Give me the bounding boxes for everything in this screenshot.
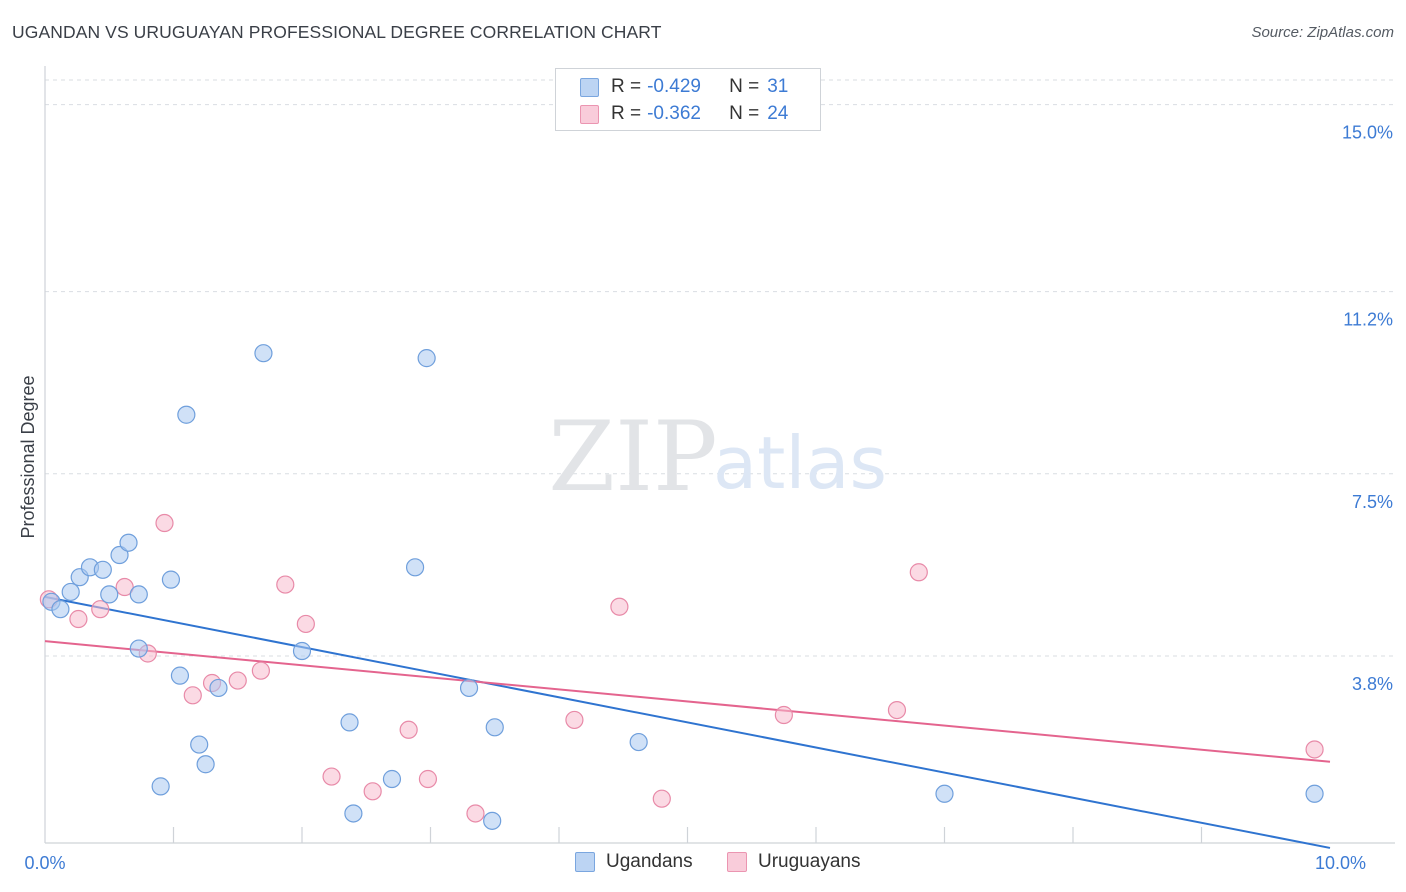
uruguayan-point: [774, 705, 793, 725]
legend-r-value: -0.429: [647, 76, 701, 97]
y-tick-label: 11.2%: [1343, 310, 1393, 330]
ugandan-point: [170, 666, 190, 685]
uruguayan-point: [155, 513, 174, 533]
ugandan-point: [254, 344, 273, 363]
ugandan-point: [209, 678, 228, 698]
uruguayan-point: [887, 700, 907, 720]
legend-n-label: N =: [729, 103, 760, 124]
y-tick-label: 15.0%: [1342, 123, 1393, 143]
legend-n-value: 31: [767, 76, 789, 97]
chart-title: UGANDAN VS URUGUAYAN PROFESSIONAL DEGREE…: [12, 22, 662, 42]
ugandan-point: [100, 585, 119, 604]
ugandan-point: [935, 784, 954, 803]
legend-r-label: R =: [611, 76, 642, 97]
legend-swatch-blue: [575, 852, 595, 872]
ugandan-point: [61, 582, 80, 602]
ugandan-point: [340, 713, 359, 732]
ugandan-point: [483, 811, 502, 830]
tick-labels: 3.8% 7.5% 11.2% 15.0% 0.0% 10.0%: [24, 123, 1393, 873]
uruguayan-point: [565, 710, 584, 730]
ugandan-point: [485, 718, 504, 737]
uruguayan-point: [418, 769, 438, 789]
ugandan-point: [629, 732, 648, 752]
uruguayan-point: [91, 600, 110, 619]
y-axis-label: Professional Degree: [18, 375, 38, 538]
legend-r-label: R =: [611, 103, 642, 124]
legend-row-uruguayans: R = -0.362 N = 24: [580, 102, 788, 126]
y-tick-label: 7.5%: [1352, 492, 1393, 512]
uruguayan-point: [652, 789, 671, 808]
ugandan-point: [129, 585, 148, 604]
legend-n-value: 24: [767, 103, 789, 124]
uruguayan-point: [610, 597, 629, 616]
ugandan-point: [190, 735, 209, 754]
ugandan-point: [382, 769, 402, 789]
legend-label-ugandans: Ugandans: [606, 851, 693, 872]
ugandan-point: [405, 558, 425, 577]
ugandan-point: [129, 639, 148, 658]
data-points: [39, 344, 1324, 830]
ugandan-point: [51, 600, 70, 619]
uruguayan-point: [909, 563, 928, 582]
ugandan-point: [110, 545, 129, 565]
uruguayan-point: [1305, 740, 1324, 759]
uruguayan-point: [399, 720, 418, 739]
ugandan-point: [196, 755, 215, 774]
uruguayan-point: [276, 575, 295, 594]
uruguayan-point: [228, 671, 247, 690]
legend-swatch-pink: [580, 104, 599, 124]
ugandan-trendline: [44, 595, 1331, 849]
uruguayan-point: [363, 782, 382, 801]
legend-n-label: N =: [729, 76, 760, 97]
correlation-legend: R = -0.429 N = 31 R = -0.362 N = 24: [555, 68, 821, 131]
trendlines: [44, 595, 1331, 849]
source-label: Source: ZipAtlas.com: [1251, 24, 1394, 41]
legend-label-uruguayans: Uruguayans: [758, 851, 861, 872]
x-tick-label: 0.0%: [24, 853, 65, 873]
ugandan-point: [151, 777, 170, 796]
legend-swatch-pink: [727, 852, 747, 872]
uruguayan-point: [322, 767, 341, 786]
uruguayan-point: [115, 577, 134, 597]
ugandan-point: [93, 560, 112, 579]
ugandan-point: [459, 678, 479, 698]
legend-r-value: -0.362: [647, 103, 701, 124]
ugandan-point: [119, 533, 138, 552]
uruguayan-trendline: [44, 640, 1331, 763]
watermark-zip: ZIP: [548, 401, 717, 513]
ugandan-point: [177, 405, 196, 424]
series-legend: Ugandans Uruguayans: [0, 851, 1406, 877]
legend-item-uruguayans[interactable]: Uruguayans: [727, 851, 860, 873]
axes: [44, 66, 1395, 844]
ugandan-point: [161, 570, 181, 589]
ugandan-point: [292, 641, 312, 661]
watermark: ZIP atlas: [548, 401, 887, 513]
legend-row-ugandans: R = -0.429 N = 31: [580, 75, 788, 99]
gridlines: [45, 79, 1395, 657]
legend-item-ugandans[interactable]: Ugandans: [575, 851, 693, 873]
x-tick-label: 10.0%: [1315, 853, 1366, 873]
legend-swatch-blue: [580, 77, 599, 97]
uruguayan-point: [466, 804, 485, 823]
uruguayan-point: [183, 686, 202, 705]
y-tick-label: 3.8%: [1352, 674, 1393, 694]
ugandan-point: [1305, 784, 1324, 803]
ugandan-point: [344, 804, 363, 823]
watermark-atlas: atlas: [713, 421, 887, 505]
ugandan-point: [417, 349, 436, 368]
uruguayan-point: [251, 661, 270, 680]
uruguayan-point: [69, 609, 88, 629]
uruguayan-point: [296, 614, 315, 634]
